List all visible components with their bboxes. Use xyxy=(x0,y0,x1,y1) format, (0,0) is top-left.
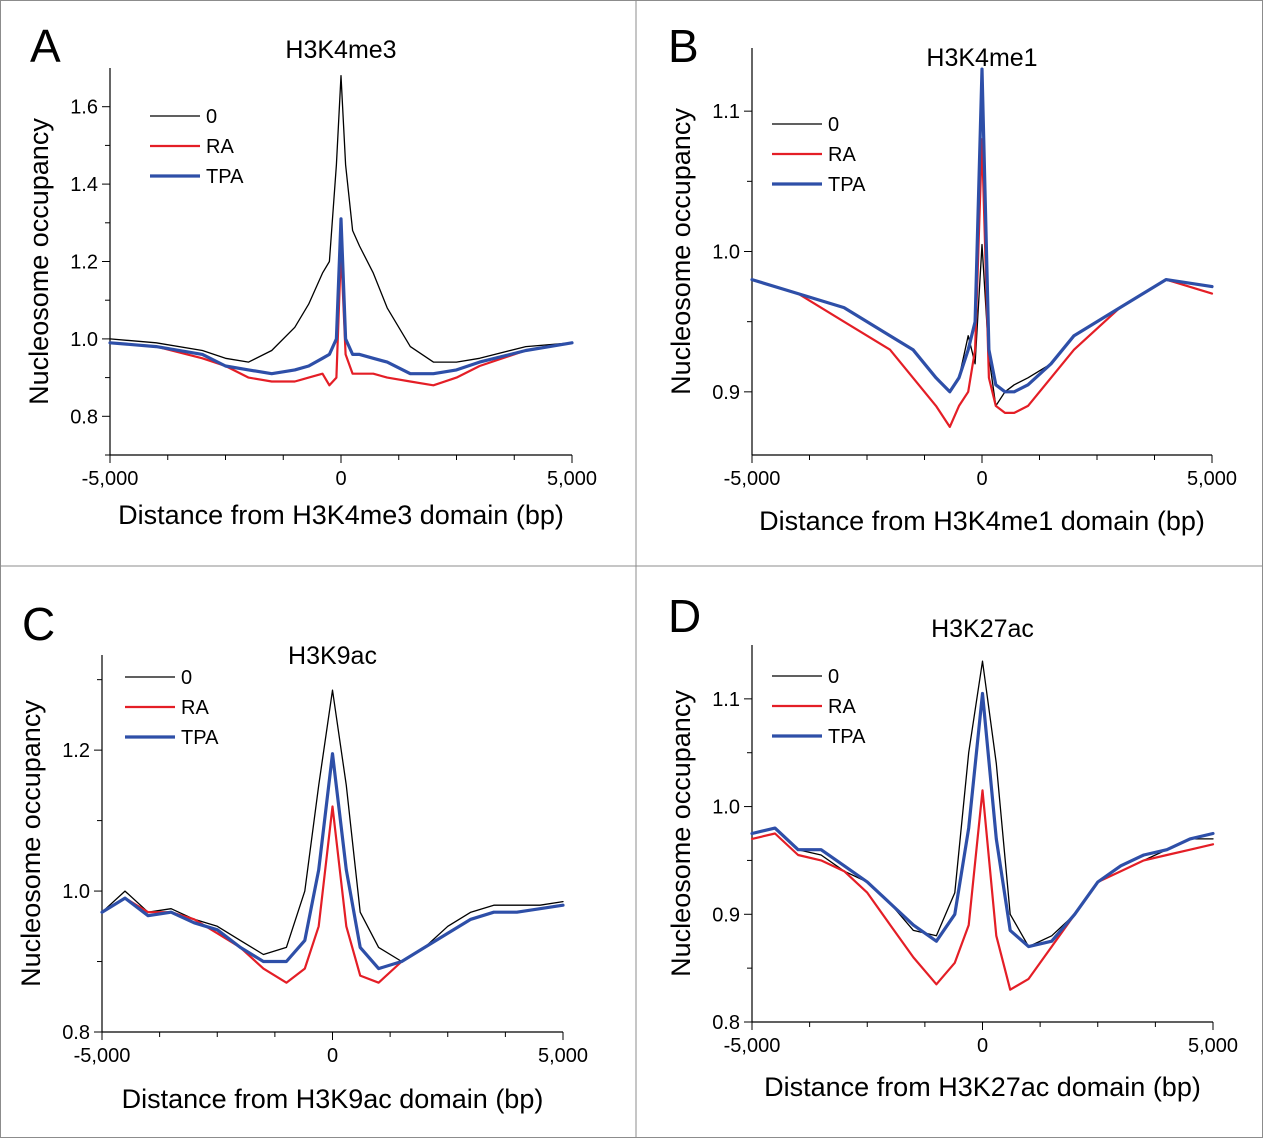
y-axis-label: Nucleosome occupancy xyxy=(16,700,46,987)
legend: 0 RA TPA xyxy=(150,106,244,188)
legend: 0 RA TPA xyxy=(772,666,866,748)
legend-label-0: 0 xyxy=(181,667,192,689)
panel-d: D H3K27ac -5,000 0 5,000 0.8 0.9 1.0 1.1 Distance… xyxy=(666,590,1238,1102)
legend-label-0: 0 xyxy=(206,106,217,128)
x-axis-label: Distance from H3K4me3 domain (bp) xyxy=(118,500,564,530)
y-tick-label: 0.8 xyxy=(712,1012,740,1034)
series-line-tpa xyxy=(750,691,1215,949)
x-tick-label: 0 xyxy=(335,468,346,490)
legend-label-0: 0 xyxy=(828,114,839,136)
series-line-tpa xyxy=(750,67,1214,394)
series-line-0 xyxy=(109,75,573,363)
x-tick-label: 0 xyxy=(976,468,987,490)
y-tick-label: 1.2 xyxy=(62,740,90,762)
series-line-ra xyxy=(750,789,1215,991)
series-line-ra xyxy=(100,805,565,984)
legend-label-tpa: TPA xyxy=(181,727,219,749)
panel-letter: B xyxy=(668,20,699,72)
chart-title: H3K9ac xyxy=(288,642,377,670)
series-line-0 xyxy=(751,243,1213,407)
chart-title: H3K27ac xyxy=(931,615,1034,643)
x-tick-label: 5,000 xyxy=(547,468,597,490)
legend: 0 RA TPA xyxy=(125,667,219,749)
legend-label-ra: RA xyxy=(828,144,856,166)
x-axis-label: Distance from H3K27ac domain (bp) xyxy=(764,1072,1201,1102)
y-tick-label: 1.4 xyxy=(70,174,98,196)
x-tick-label: 5,000 xyxy=(538,1045,588,1067)
legend-label-ra: RA xyxy=(181,697,209,719)
y-axis-label: Nucleosome occupancy xyxy=(666,690,696,977)
y-axis-label: Nucleosome occupancy xyxy=(666,108,696,395)
y-tick-label: 0.8 xyxy=(70,406,98,428)
panel-letter: C xyxy=(22,598,55,650)
x-tick-label: 0 xyxy=(977,1035,988,1057)
panel-letter: A xyxy=(30,20,61,72)
y-tick-label: 1.0 xyxy=(70,329,98,351)
x-tick-label: 5,000 xyxy=(1187,468,1237,490)
y-tick-label: 0.9 xyxy=(712,904,740,926)
panel-letter: D xyxy=(668,590,701,642)
chart-title: H3K4me1 xyxy=(926,44,1037,72)
y-tick-label: 1.1 xyxy=(712,689,740,711)
x-tick-label: -5,000 xyxy=(724,1035,781,1057)
legend-label-ra: RA xyxy=(206,136,234,158)
y-tick-label: 1.0 xyxy=(62,881,90,903)
legend-label-ra: RA xyxy=(828,696,856,718)
x-tick-label: -5,000 xyxy=(82,468,139,490)
panel-c: C H3K9ac -5,000 0 5,000 0.8 1.0 1.2 Distance fro… xyxy=(16,598,588,1114)
series-line-0 xyxy=(101,689,564,963)
legend: 0 RA TPA xyxy=(772,114,866,196)
legend-label-0: 0 xyxy=(828,666,839,688)
panel-b: B H3K4me1 -5,000 0 5,000 0.9 1.0 1.1 Distance fr… xyxy=(666,20,1237,536)
legend-label-tpa: TPA xyxy=(206,166,244,188)
panel-a: A H3K4me3 -5,000 0 5,000 0.8 1.0 1.2 1.4 1.6 Dista… xyxy=(24,20,597,530)
legend-label-tpa: TPA xyxy=(828,174,866,196)
y-tick-label: 1.0 xyxy=(712,242,740,264)
series-line-tpa xyxy=(100,752,565,971)
y-tick-label: 1.1 xyxy=(712,101,740,123)
legend-label-tpa: TPA xyxy=(828,726,866,748)
y-axis-label: Nucleosome occupancy xyxy=(24,118,54,405)
y-tick-label: 1.6 xyxy=(70,97,98,119)
series-line-ra xyxy=(108,248,574,387)
x-axis-label: Distance from H3K4me1 domain (bp) xyxy=(759,506,1205,536)
chart-title: H3K4me3 xyxy=(285,36,396,64)
y-tick-label: 0.9 xyxy=(712,382,740,404)
y-tick-label: 0.8 xyxy=(62,1022,90,1044)
series-line-tpa xyxy=(108,217,574,376)
x-tick-label: -5,000 xyxy=(724,468,781,490)
y-tick-label: 1.2 xyxy=(70,252,98,274)
x-tick-label: 0 xyxy=(327,1045,338,1067)
y-tick-label: 1.0 xyxy=(712,797,740,819)
x-tick-label: -5,000 xyxy=(74,1045,131,1067)
series-line-ra xyxy=(750,138,1214,428)
x-axis-label: Distance from H3K9ac domain (bp) xyxy=(122,1084,544,1114)
x-tick-label: 5,000 xyxy=(1188,1035,1238,1057)
